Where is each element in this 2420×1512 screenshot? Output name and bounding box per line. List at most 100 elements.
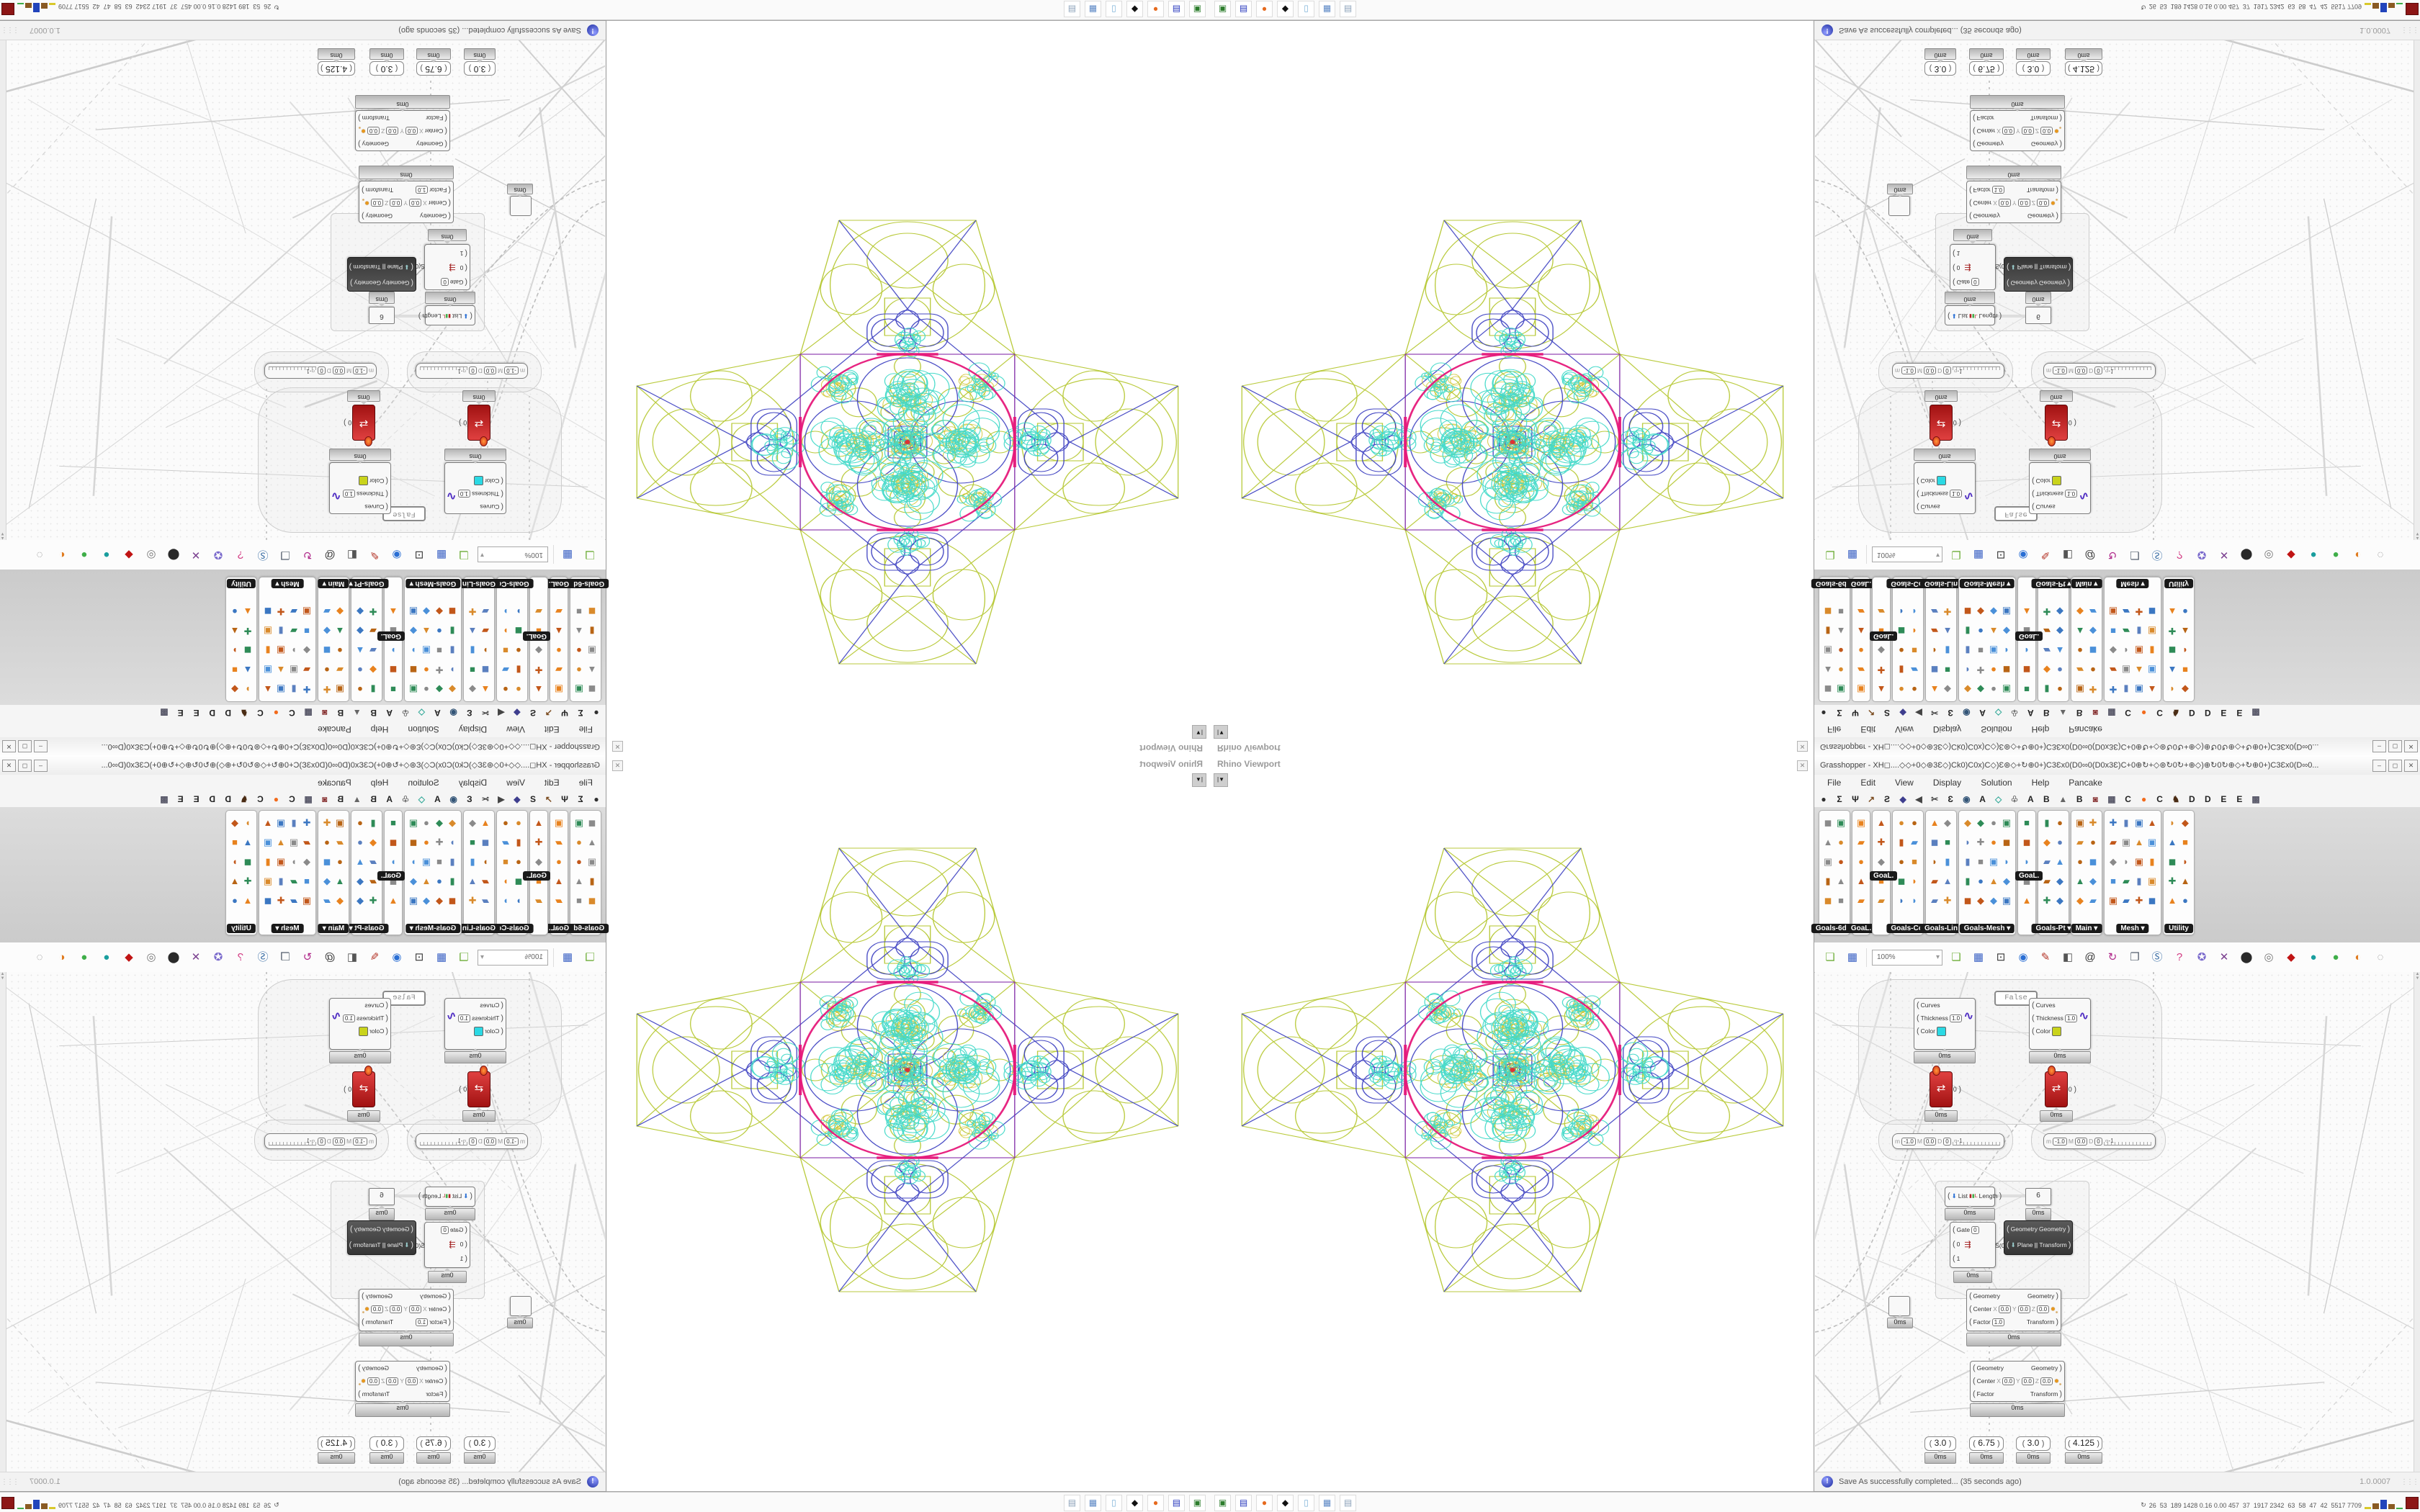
component-icon[interactable]: ✚ [468, 606, 477, 617]
component-icon[interactable]: ▲ [1930, 684, 1940, 695]
component-icon[interactable]: ◗ [2004, 856, 2009, 867]
component-icon[interactable]: ■ [576, 895, 582, 906]
component-icon[interactable]: ▣ [1989, 645, 1999, 656]
component-icon[interactable]: ▰ [336, 837, 344, 847]
custom-preview-component[interactable]: (Curves (Thickness 1.0 (Color ∿ [329, 462, 391, 514]
component-icon[interactable]: ▮ [265, 645, 271, 656]
category-tab-14[interactable]: B [370, 793, 377, 804]
panel-group-label[interactable]: Mesh ▾ [271, 579, 304, 588]
category-tab-17[interactable]: ◙ [322, 793, 328, 804]
component-icon[interactable]: ▲ [2055, 856, 2065, 867]
component-icon[interactable]: ◗ [232, 856, 238, 867]
component-icon[interactable]: ▰ [555, 606, 563, 617]
component-icon[interactable]: ▮ [2044, 817, 2050, 828]
category-tab-22[interactable]: ♞ [240, 708, 248, 719]
galapagos-icon[interactable]: ✕ [191, 950, 201, 963]
component-icon[interactable]: ◆ [469, 684, 476, 695]
component-icon[interactable]: ✚ [534, 837, 543, 847]
category-tab-4[interactable]: Ƨ [529, 793, 536, 804]
category-tab-25[interactable]: E [193, 708, 200, 719]
component-icon[interactable]: ▣ [2002, 817, 2012, 828]
component-icon[interactable]: ◗ [291, 645, 297, 656]
category-tab-9[interactable]: ◉ [449, 793, 457, 804]
component-icon[interactable]: ● [2182, 606, 2188, 617]
component-icon[interactable]: ◼ [2148, 895, 2156, 906]
category-tab-3[interactable]: ↗ [544, 708, 552, 719]
component-icon[interactable]: ■ [576, 606, 582, 617]
component-icon[interactable]: ▲ [276, 665, 286, 675]
color-swatch[interactable] [2051, 476, 2061, 486]
documents-icon[interactable]: ▤ [1064, 1, 1080, 18]
component-icon[interactable]: ▮ [1825, 876, 1831, 886]
component-icon[interactable]: ▲ [1942, 626, 1953, 636]
component-icon[interactable]: ◼ [481, 665, 490, 675]
zoom-select[interactable]: 100% [1872, 546, 1942, 563]
error-component[interactable]: ⇄ 0 ) [1930, 1066, 1961, 1107]
component-icon[interactable]: ▲ [467, 876, 478, 886]
zoom-extents-icon[interactable]: ⊡ [414, 549, 424, 562]
menu-view[interactable]: View [1895, 724, 1914, 734]
component-icon[interactable]: ▰ [290, 626, 297, 636]
panel-group-label[interactable]: Mesh ▾ [2116, 924, 2149, 933]
panel-group-label[interactable]: Goals-Pt ▾ [2031, 924, 2076, 933]
component-icon[interactable]: ◆ [410, 876, 417, 886]
component-icon[interactable]: ▣ [408, 817, 418, 828]
component-icon[interactable]: ▰ [323, 606, 331, 617]
component-icon[interactable]: ▰ [482, 626, 489, 636]
category-tab-20[interactable]: ● [273, 708, 279, 719]
notepad-icon[interactable]: ▯ [1298, 1494, 1314, 1511]
component-icon[interactable]: ▣ [2134, 817, 2144, 828]
menu-solution[interactable]: Solution [1981, 778, 2012, 788]
component-icon[interactable]: ● [516, 645, 521, 656]
component-icon[interactable]: ◗ [449, 837, 455, 847]
component-icon[interactable]: ◼ [264, 606, 272, 617]
ball-green-icon[interactable]: ● [81, 549, 88, 562]
component-icon[interactable]: ◆ [2003, 626, 2010, 636]
component-icon[interactable]: ■ [232, 837, 238, 847]
list-length-component[interactable]: (⬇ List ▮▮L Length) [418, 305, 475, 325]
category-tab-4[interactable]: Ƨ [1884, 793, 1891, 804]
component-icon[interactable]: ◗ [1912, 606, 1917, 617]
component-icon[interactable]: ● [2090, 665, 2096, 675]
component-icon[interactable]: ▣ [2147, 876, 2157, 886]
ball-green-icon[interactable]: ● [2332, 549, 2339, 562]
menu-edit[interactable]: Edit [1860, 778, 1876, 788]
component-icon[interactable]: ✚ [1877, 837, 1886, 847]
category-tab-10[interactable]: A [434, 793, 441, 804]
category-tab-16[interactable]: B [2076, 708, 2083, 719]
category-tab-22[interactable]: ♞ [240, 793, 248, 804]
component-icon[interactable]: ■ [1945, 665, 1950, 675]
component-icon[interactable]: ✚ [1943, 606, 1952, 617]
component-icon[interactable]: ◆ [1878, 856, 1885, 867]
menu-display[interactable]: Display [458, 778, 488, 788]
component-icon[interactable]: ◆ [2076, 606, 2084, 617]
category-tab-25[interactable]: E [193, 793, 200, 804]
component-icon[interactable]: ▮ [2149, 856, 2155, 867]
component-icon[interactable]: ■ [304, 876, 310, 886]
component-icon[interactable]: ▮ [291, 684, 297, 695]
component-icon[interactable]: ◆ [303, 856, 310, 867]
sketch-pen-icon[interactable]: ✎ [2040, 549, 2051, 562]
component-icon[interactable]: ✚ [2043, 606, 2051, 617]
component-icon[interactable]: ■ [503, 645, 508, 656]
device-icon[interactable]: ▣ [1189, 1, 1206, 18]
menu-help[interactable]: Help [2031, 724, 2050, 734]
category-tab-6[interactable]: ◀ [498, 793, 505, 804]
device-icon[interactable]: ▣ [1214, 1494, 1231, 1511]
component-icon[interactable]: ◆ [469, 817, 476, 828]
component-icon[interactable]: ▣ [335, 684, 345, 695]
component-icon[interactable]: ▲ [587, 837, 597, 847]
calculator-icon[interactable]: ▦ [1319, 1494, 1335, 1511]
save-icon[interactable]: ▦ [1973, 549, 1984, 562]
category-tab-26[interactable]: E [2236, 708, 2243, 719]
component-icon[interactable]: ◗ [2123, 856, 2129, 867]
component-icon[interactable]: ◆ [303, 645, 310, 656]
component-icon[interactable]: ▲ [587, 665, 597, 675]
component-icon[interactable]: ● [1912, 684, 1917, 695]
rings-icon[interactable]: ◎ [2264, 950, 2274, 963]
component-icon[interactable]: ◗ [2169, 684, 2175, 695]
floppy64-icon[interactable]: ▤ [1235, 1494, 1252, 1511]
